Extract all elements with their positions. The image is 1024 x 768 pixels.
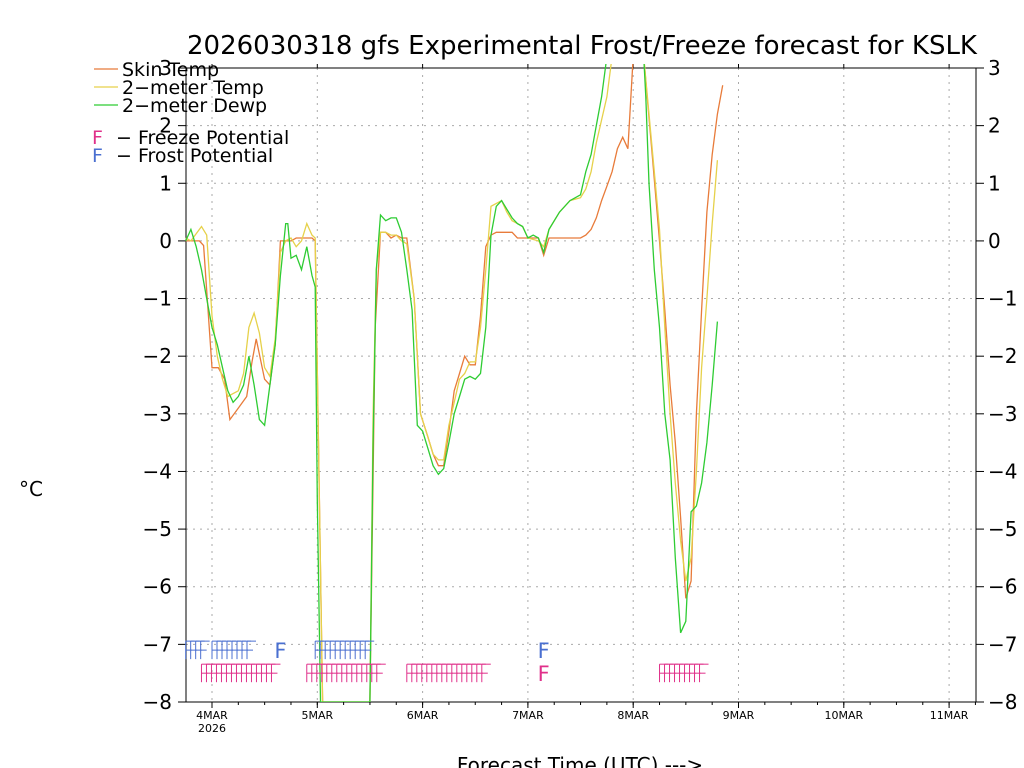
frost-flag-marker: F — [538, 639, 550, 663]
frost-flag-marker: F — [274, 639, 286, 663]
y-axis-label: °C — [19, 477, 43, 501]
y-tick-label-right: 1 — [988, 171, 1001, 195]
x-tick-label: 11MAR — [930, 709, 969, 722]
legend-potential-label: − Freeze Potential — [116, 127, 289, 149]
y-tick-label-right: 0 — [988, 229, 1001, 253]
y-tick-label-left: −2 — [143, 344, 172, 368]
y-tick-label-right: −2 — [988, 344, 1017, 368]
y-tick-label-left: −1 — [143, 287, 172, 311]
y-tick-label-left: −8 — [143, 690, 172, 714]
legend-potential-label: − Frost Potential — [116, 145, 273, 167]
y-tick-label-right: −3 — [988, 402, 1017, 426]
y-tick-label-right: −4 — [988, 459, 1017, 483]
series-line-2-meter-dewp — [185, 64, 719, 702]
legend-flag-glyph: F — [92, 127, 103, 149]
x-tick-label: 4MAR — [196, 709, 228, 722]
grid — [186, 68, 976, 702]
y-tick-label-left: 1 — [159, 171, 172, 195]
y-tick-label-left: −3 — [143, 402, 172, 426]
x-tick-label: 9MAR — [723, 709, 755, 722]
y-tick-label-left: −6 — [143, 575, 172, 599]
x-tick-label: 10MAR — [824, 709, 863, 722]
x-tick-label: 6MAR — [407, 709, 439, 722]
y-tick-label-right: −8 — [988, 690, 1017, 714]
chart-title: 2026030318 gfs Experimental Frost/Freeze… — [187, 31, 978, 61]
legend-label: Skin Temp — [122, 59, 219, 81]
y-tick-label-left: −7 — [143, 632, 172, 656]
y-tick-label-right: −5 — [988, 517, 1017, 541]
y-tick-label-right: −6 — [988, 575, 1017, 599]
legend-label: 2−meter Temp — [122, 77, 264, 99]
axes: −8 −8 −7 −7 −6 −6 −5 −5 −4 −4 −3 −3 −2 −2 −1 −1 0 0 1 1 2 2 3 3… — [143, 56, 1018, 735]
y-tick-label-left: 3 — [159, 56, 172, 80]
series-line-2-meter-temp — [185, 64, 719, 702]
x-tick-label: 8MAR — [617, 709, 649, 722]
series — [185, 64, 724, 702]
y-tick-label-left: −4 — [143, 459, 172, 483]
plot-frame — [185, 67, 977, 703]
y-tick-label-right: 2 — [988, 114, 1001, 138]
x-axis-label: Forecast Time (UTC) ---> — [457, 753, 703, 768]
x-tick-label: 7MAR — [512, 709, 544, 722]
y-tick-label-right: −7 — [988, 632, 1017, 656]
y-tick-label-right: 3 — [988, 56, 1001, 80]
y-tick-label-right: −1 — [988, 287, 1017, 311]
y-tick-label-left: −5 — [143, 517, 172, 541]
freeze-flag-marker: F — [538, 662, 550, 686]
legend-flag-glyph: F — [92, 145, 103, 167]
y-tick-label-left: 0 — [159, 229, 172, 253]
series-line-skin-temp — [185, 64, 724, 702]
x-tick-label: 5MAR — [301, 709, 333, 722]
potential-flags: F FF — [185, 639, 709, 686]
x-tick-sublabel: 2026 — [198, 722, 226, 735]
legend-label: 2−meter Dewp — [122, 95, 267, 117]
y-tick-label-left: 2 — [159, 114, 172, 138]
